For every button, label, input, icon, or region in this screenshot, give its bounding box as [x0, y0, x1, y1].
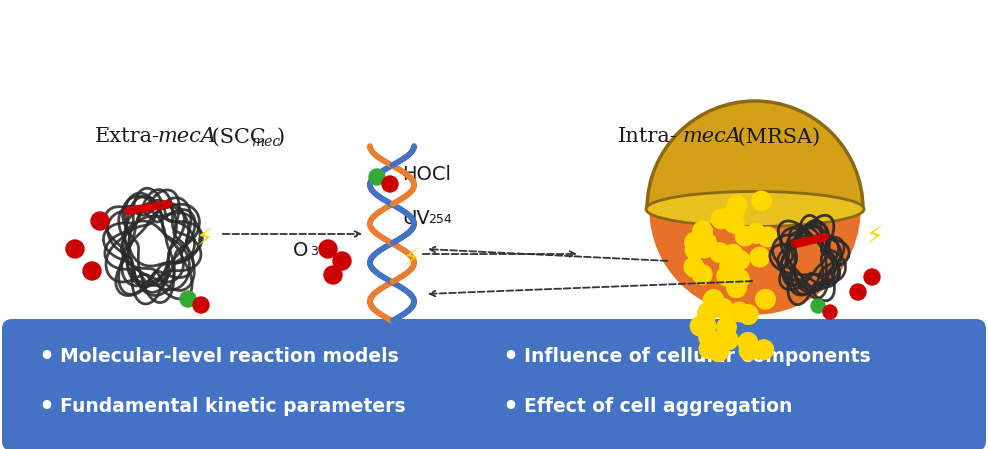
Circle shape [758, 227, 778, 247]
Wedge shape [647, 101, 863, 209]
Text: (MRSA): (MRSA) [731, 128, 820, 146]
Circle shape [727, 195, 747, 215]
Circle shape [693, 221, 712, 241]
Text: Fundamental kinetic parameters: Fundamental kinetic parameters [60, 397, 406, 417]
Text: Extra-: Extra- [95, 128, 160, 146]
Circle shape [703, 291, 723, 311]
Circle shape [754, 339, 774, 360]
FancyBboxPatch shape [2, 319, 986, 449]
Text: Molecular-level reaction models: Molecular-level reaction models [60, 348, 399, 366]
Circle shape [699, 339, 719, 359]
Circle shape [695, 238, 714, 258]
Circle shape [751, 191, 772, 211]
Circle shape [319, 240, 337, 258]
Circle shape [690, 316, 710, 336]
Ellipse shape [646, 192, 864, 226]
Circle shape [716, 266, 737, 286]
Circle shape [684, 257, 703, 277]
Circle shape [699, 328, 719, 348]
Text: Intra-: Intra- [618, 128, 678, 146]
Text: Influence of cellular components: Influence of cellular components [524, 348, 870, 366]
Circle shape [739, 341, 759, 361]
Circle shape [324, 266, 342, 284]
Circle shape [823, 305, 837, 319]
Circle shape [382, 176, 398, 192]
Text: •: • [38, 345, 54, 369]
Text: O: O [292, 242, 308, 260]
Circle shape [713, 299, 733, 318]
Text: UV: UV [402, 210, 430, 229]
Circle shape [685, 240, 705, 260]
Circle shape [811, 299, 825, 313]
Circle shape [735, 226, 755, 246]
Circle shape [703, 290, 723, 309]
Circle shape [698, 303, 717, 323]
Circle shape [693, 264, 712, 285]
Text: ): ) [277, 128, 286, 146]
Circle shape [726, 273, 746, 294]
Circle shape [711, 209, 731, 229]
Circle shape [685, 232, 704, 252]
Circle shape [746, 224, 766, 243]
Circle shape [716, 317, 736, 337]
Circle shape [650, 104, 860, 314]
Circle shape [708, 342, 728, 362]
Circle shape [717, 328, 737, 348]
Circle shape [729, 269, 750, 289]
Circle shape [724, 202, 744, 222]
Circle shape [864, 269, 880, 285]
Circle shape [709, 242, 730, 263]
Circle shape [724, 213, 744, 233]
Text: ⚡: ⚡ [403, 247, 421, 271]
Text: •: • [502, 345, 518, 369]
Circle shape [83, 262, 101, 280]
Circle shape [756, 289, 776, 309]
Text: ⚡: ⚡ [866, 225, 883, 249]
Circle shape [193, 297, 209, 313]
Circle shape [696, 316, 716, 335]
Text: ⚡: ⚡ [197, 227, 213, 251]
Circle shape [738, 304, 759, 325]
Text: 3: 3 [310, 245, 318, 258]
Circle shape [723, 244, 743, 264]
Circle shape [180, 291, 196, 307]
Circle shape [738, 332, 758, 352]
Text: 254: 254 [428, 213, 452, 226]
Circle shape [66, 240, 84, 258]
Circle shape [729, 250, 750, 270]
Circle shape [697, 232, 716, 252]
Circle shape [850, 284, 866, 300]
Text: mecA: mecA [158, 128, 217, 146]
Text: Effect of cell aggregation: Effect of cell aggregation [524, 397, 792, 417]
Circle shape [719, 256, 740, 276]
Text: HOCl: HOCl [402, 164, 451, 184]
Circle shape [750, 247, 770, 267]
Circle shape [729, 302, 749, 322]
Text: mecA: mecA [683, 128, 742, 146]
Circle shape [91, 212, 109, 230]
Text: mec: mec [251, 135, 281, 149]
Circle shape [718, 330, 738, 350]
Text: (SCC: (SCC [205, 128, 266, 146]
Circle shape [369, 169, 385, 185]
Circle shape [333, 252, 351, 270]
Text: •: • [502, 395, 518, 419]
Circle shape [726, 278, 747, 298]
Text: •: • [38, 395, 54, 419]
